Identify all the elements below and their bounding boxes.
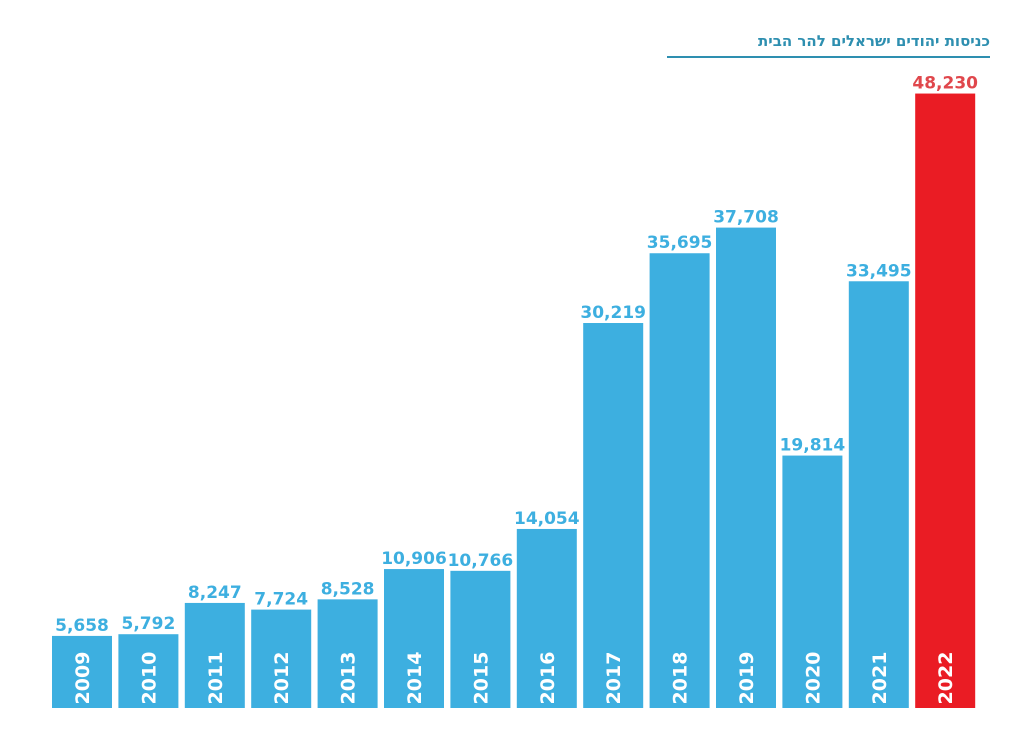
bar-2018	[649, 253, 710, 708]
bar-2013	[317, 599, 378, 708]
value-label-2009: 5,658	[55, 616, 109, 636]
value-label-2012: 7,724	[254, 590, 308, 610]
value-label-2020: 19,814	[780, 436, 846, 456]
value-label-2010: 5,792	[122, 614, 176, 634]
year-label-2009: 2009	[72, 652, 94, 705]
title-underline	[667, 56, 990, 58]
year-label-2012: 2012	[271, 652, 293, 705]
year-label-2016: 2016	[537, 652, 559, 705]
value-label-2022: 48,230	[912, 74, 978, 94]
year-label-2020: 2020	[802, 652, 824, 705]
value-label-2016: 14,054	[514, 509, 580, 529]
bar-2010	[118, 634, 179, 708]
bar-2016	[516, 528, 577, 708]
year-label-2015: 2015	[470, 652, 492, 705]
bar-2019	[716, 227, 776, 708]
bar-2020	[782, 455, 843, 708]
value-label-2013: 8,528	[321, 579, 375, 599]
year-label-2011: 2011	[205, 652, 227, 705]
bar-2009	[52, 635, 112, 708]
bar-2015	[450, 570, 511, 708]
chart-title: כניסות יהודים ישראלים להר הבית	[758, 32, 990, 50]
bar-2017	[583, 323, 644, 708]
bar-2021	[848, 281, 909, 708]
year-label-2022: 2022	[935, 652, 957, 705]
year-label-2017: 2017	[603, 652, 625, 705]
value-label-2019: 37,708	[713, 208, 779, 228]
year-label-2018: 2018	[670, 652, 692, 705]
bar-2011	[184, 602, 245, 708]
value-label-2021: 33,495	[846, 261, 912, 281]
bar-2022	[915, 93, 976, 708]
year-label-2010: 2010	[138, 652, 160, 705]
value-label-2018: 35,695	[647, 233, 713, 253]
bar-2012	[251, 609, 312, 708]
bar-2014	[384, 569, 444, 708]
value-label-2015: 10,766	[448, 551, 514, 571]
year-label-2013: 2013	[338, 652, 360, 705]
year-label-2021: 2021	[869, 652, 891, 705]
year-label-2014: 2014	[404, 652, 426, 705]
value-label-2017: 30,219	[580, 303, 646, 323]
value-label-2011: 8,247	[188, 583, 242, 603]
value-label-2014: 10,906	[381, 549, 447, 569]
year-label-2019: 2019	[736, 652, 758, 705]
